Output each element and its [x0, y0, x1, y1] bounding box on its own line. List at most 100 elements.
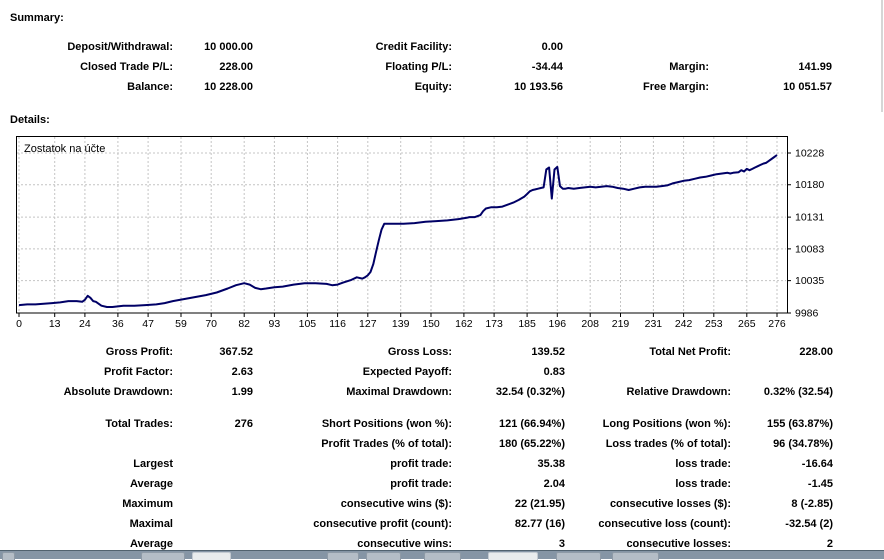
y-axis-tick-label: 10180 [795, 179, 824, 191]
x-axis-tick-label: 185 [518, 318, 536, 330]
x-axis-tick-label: 82 [238, 318, 250, 330]
x-axis-tick-label: 59 [175, 318, 187, 330]
stat-label: Expected Payoff: [362, 366, 452, 378]
stat-label: Maximal [129, 518, 173, 530]
stat-value [173, 434, 253, 454]
stat-label [565, 362, 731, 382]
x-axis-tick-label: 276 [768, 318, 786, 330]
taskbar-button[interactable] [192, 552, 231, 560]
stat-label: Closed Trade P/L: [80, 61, 173, 73]
stat-label [0, 434, 173, 454]
stat-label: Short Positions (won %): [321, 418, 452, 430]
x-axis-tick-label: 208 [581, 318, 599, 330]
stat-value: 10 000.00 [204, 41, 253, 53]
stat-label: Maximal Drawdown: [346, 386, 452, 398]
x-axis-tick-label: 127 [359, 318, 377, 330]
table-gap [0, 402, 884, 414]
details-row: Largest profit trade: 35.38 loss trade: … [0, 454, 884, 474]
stat-label: Maximum [122, 498, 173, 510]
chart-border [16, 136, 788, 314]
x-axis-tick-label: 162 [455, 318, 473, 330]
stat-value [709, 37, 832, 57]
stat-label: Gross Loss: [387, 346, 452, 358]
stat-value: 32.54 (0.32%) [495, 386, 565, 398]
stat-value: 22 (21.95) [514, 498, 565, 510]
taskbar-button[interactable] [556, 552, 601, 560]
stat-value: 0.32% (32.54) [763, 386, 833, 398]
summary-table: Deposit/Withdrawal: 10 000.00 Credit Fac… [0, 37, 884, 97]
stat-value: 228.00 [799, 346, 833, 358]
y-axis-tick-label: 10131 [795, 212, 824, 224]
taskbar-button[interactable] [327, 552, 359, 560]
details-row: Profit Trades (% of total): 180 (65.22%)… [0, 434, 884, 454]
stat-value [173, 514, 253, 534]
stat-label: profit trade: [390, 458, 452, 470]
stat-label: Loss trades (% of total): [605, 438, 731, 450]
stat-label: Relative Drawdown: [626, 386, 731, 398]
stat-value: 141.99 [798, 61, 832, 73]
x-axis-tick-label: 253 [705, 318, 723, 330]
balance-chart-svg: 0 13 24 36 47 59 70 82 93 105 116 127 139 150 162 173 18… [16, 136, 824, 330]
stat-label: Credit Facility: [375, 41, 452, 53]
taskbar-button[interactable] [612, 552, 659, 560]
chart-gridlines [17, 137, 786, 312]
x-axis-tick-label: 116 [329, 318, 346, 330]
stat-label: consecutive losses ($): [609, 498, 731, 510]
taskbar-button[interactable] [2, 552, 15, 560]
stat-label: consecutive profit (count): [313, 518, 452, 530]
taskbar[interactable] [0, 550, 884, 560]
x-axis-tick-label: 24 [79, 318, 91, 330]
y-axis-tick-label: 9986 [795, 308, 819, 320]
stat-label [563, 37, 709, 57]
x-axis-tick-label: 219 [612, 318, 630, 330]
stat-value: -32.54 (2) [785, 518, 833, 530]
stat-value: 139.52 [531, 346, 565, 358]
stat-value: 3 [558, 538, 565, 550]
balance-chart: 0 13 24 36 47 59 70 82 93 105 116 127 139 150 162 173 18… [16, 136, 884, 346]
y-axis-tick-label: 10035 [795, 275, 824, 287]
taskbar-button[interactable] [488, 552, 538, 560]
taskbar-button[interactable] [141, 552, 185, 560]
stat-label: Long Positions (won %): [602, 418, 731, 430]
stat-label: Balance: [127, 81, 173, 93]
stat-label: Total Net Profit: [649, 346, 731, 358]
stat-value: 276 [234, 418, 253, 430]
y-axis-tick-label: 10083 [795, 243, 824, 255]
stat-label: Average [129, 478, 173, 490]
stat-value: -1.45 [807, 478, 833, 490]
stat-value: 180 (65.22%) [498, 438, 565, 450]
stat-label: consecutive losses: [626, 538, 731, 550]
stat-value: -34.44 [531, 61, 563, 73]
stat-label: Profit Trades (% of total): [321, 438, 452, 450]
x-axis-tick-label: 0 [16, 318, 22, 330]
taskbar-button[interactable] [424, 552, 461, 560]
stat-value [173, 494, 253, 514]
taskbar-button[interactable] [366, 552, 401, 560]
stat-value: 228.00 [219, 61, 253, 73]
stat-label: loss trade: [675, 458, 731, 470]
summary-row: Balance: 10 228.00 Equity: 10 193.56 Fre… [0, 77, 884, 97]
stat-label: Profit Factor: [103, 366, 173, 378]
details-row: Maximum consecutive wins ($): 22 (21.95)… [0, 494, 884, 514]
x-axis-tick-label: 139 [392, 318, 410, 330]
x-axis-tick-label: 265 [738, 318, 756, 330]
x-axis-tick-label: 196 [549, 318, 567, 330]
stat-value: 155 (63.87%) [766, 418, 833, 430]
stat-value: 10 228.00 [204, 81, 253, 93]
stat-label: Largest [133, 458, 173, 470]
stat-label: consecutive loss (count): [598, 518, 731, 530]
stat-value: 0.83 [543, 366, 565, 378]
window-edge-line [881, 0, 883, 112]
stat-label: Total Trades: [105, 418, 173, 430]
details-row: Profit Factor: 2.63 Expected Payoff: 0.8… [0, 362, 884, 382]
details-row: Gross Profit: 367.52 Gross Loss: 139.52 … [0, 342, 884, 362]
chart-title: Zostatok na účte [24, 143, 105, 155]
details-row: Average profit trade: 2.04 loss trade: -… [0, 474, 884, 494]
stat-value: 8 (-2.85) [791, 498, 833, 510]
x-axis-tick-label: 150 [422, 318, 440, 330]
details-row: Absolute Drawdown: 1.99 Maximal Drawdown… [0, 382, 884, 402]
stat-label: Gross Profit: [105, 346, 173, 358]
details-heading: Details: [10, 114, 50, 126]
stat-value: 35.38 [537, 458, 565, 470]
summary-heading: Summary: [10, 12, 64, 24]
